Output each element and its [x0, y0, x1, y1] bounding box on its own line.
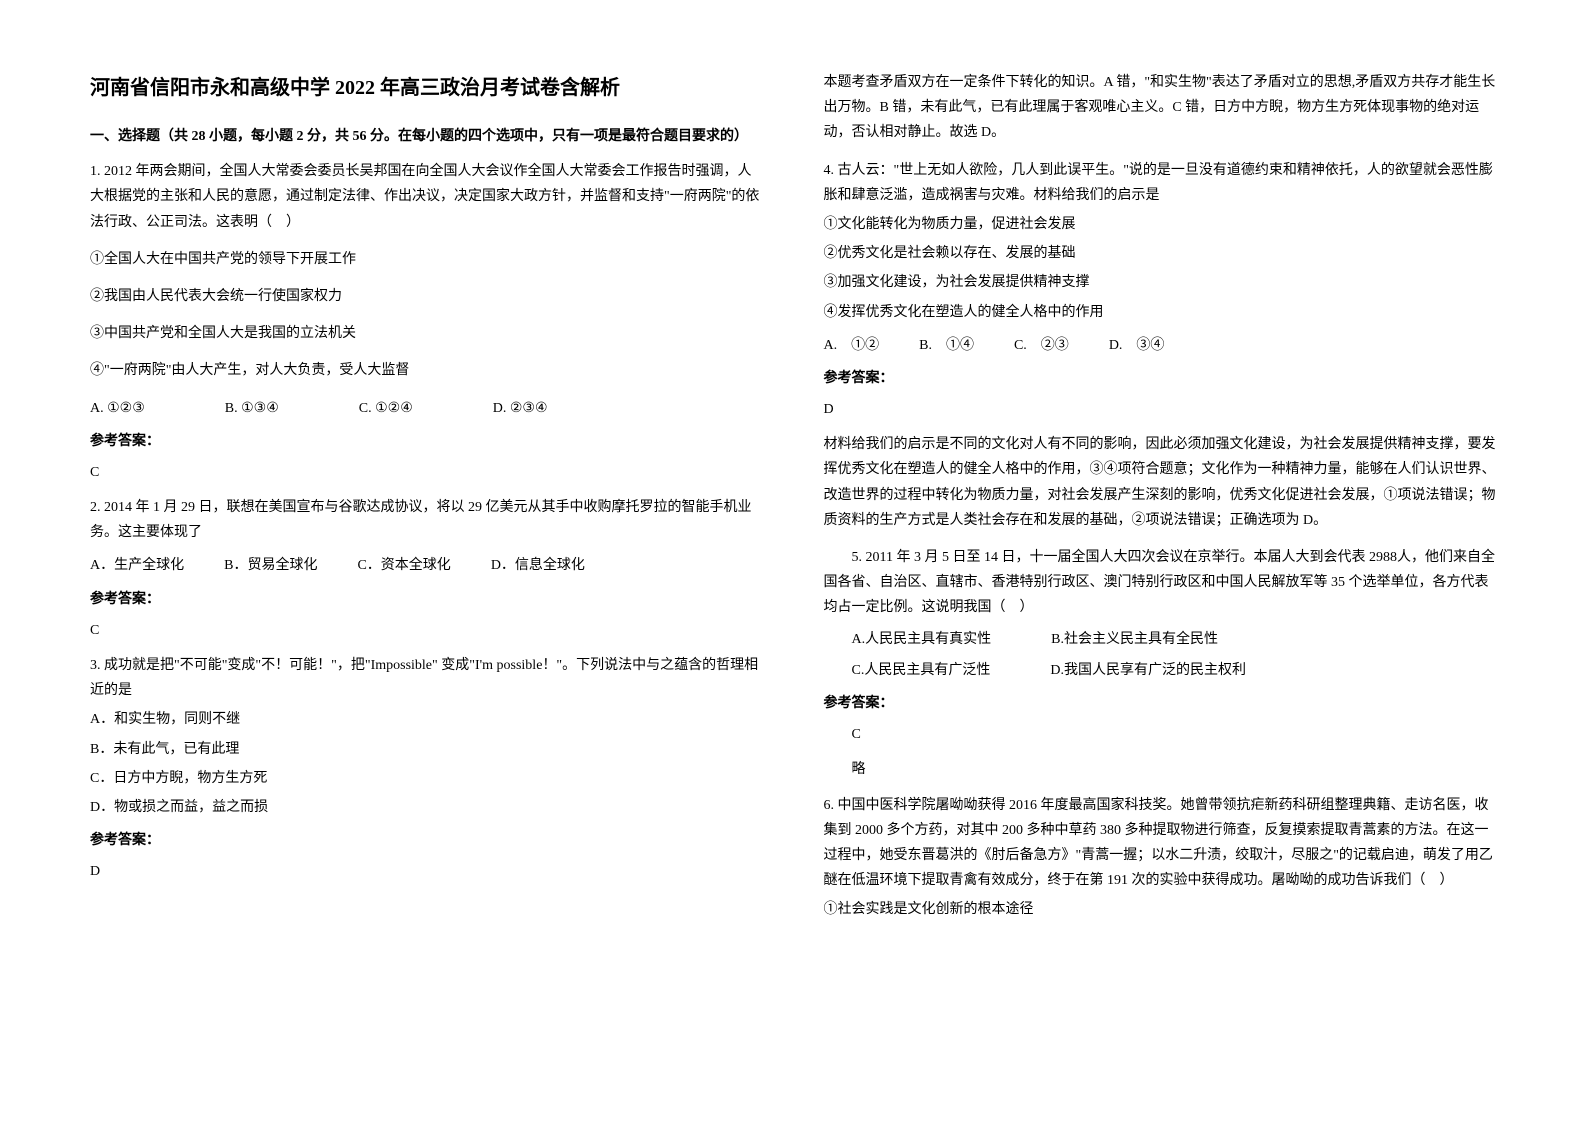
q2-optD: D．信息全球化	[491, 553, 585, 578]
q4-text: 4. 古人云："世上无如人欲险，几人到此误平生。"说的是一旦没有道德约束和精神依…	[824, 158, 1498, 208]
q1-optB: B. ①③④	[225, 396, 279, 421]
q2-optA: A．生产全球化	[90, 553, 184, 578]
q4-explanation: 材料给我们的启示是不同的文化对人有不同的影响，因此必须加强文化建设，为社会发展提…	[824, 432, 1498, 533]
q6-item1: ①社会实践是文化创新的根本途径	[824, 897, 1498, 922]
q2-text: 2. 2014 年 1 月 29 日，联想在美国宣布与谷歌达成协议，将以 29 …	[90, 495, 764, 545]
left-column: 河南省信阳市永和高级中学 2022 年高三政治月考试卷含解析 一、选择题（共 2…	[90, 70, 764, 1052]
q1-optD: D. ②③④	[493, 396, 548, 421]
q4-item2: ②优秀文化是社会赖以存在、发展的基础	[824, 241, 1498, 266]
q4-optA: A. ①②	[824, 333, 880, 358]
right-column: 本题考查矛盾双方在一定条件下转化的知识。A 错，"和实生物"表达了矛盾对立的思想…	[824, 70, 1498, 1052]
q2-optC: C．资本全球化	[357, 553, 450, 578]
q3-answer: D	[90, 859, 764, 884]
q5-answer: C	[824, 722, 1498, 747]
q1-optA: A. ①②③	[90, 396, 145, 421]
q4-optB: B. ①④	[919, 333, 974, 358]
q4-optD: D. ③④	[1109, 333, 1165, 358]
q1-answer-label: 参考答案：	[90, 429, 764, 454]
q6-text: 6. 中国中医科学院屠呦呦获得 2016 年度最高国家科技奖。她曾带领抗疟新药科…	[824, 793, 1498, 894]
q1-item3: ③中国共产党和全国人大是我国的立法机关	[90, 321, 764, 346]
q1-text: 1. 2012 年两会期间，全国人大常委会委员长吴邦国在向全国人大会议作全国人大…	[90, 159, 764, 235]
q4-item1: ①文化能转化为物质力量，促进社会发展	[824, 212, 1498, 237]
q2-optB: B．贸易全球化	[224, 553, 317, 578]
q2-answer: C	[90, 618, 764, 643]
page-title: 河南省信阳市永和高级中学 2022 年高三政治月考试卷含解析	[90, 70, 764, 106]
section-header: 一、选择题（共 28 小题，每小题 2 分，共 56 分。在每小题的四个选项中，…	[90, 124, 764, 149]
q5-optB: B.社会主义民主具有全民性	[1051, 627, 1218, 652]
q4-optC: C. ②③	[1014, 333, 1069, 358]
q3-text: 3. 成功就是把"不可能"变成"不！可能！"，把"Impossible" 变成"…	[90, 653, 764, 703]
q5-answer-label: 参考答案：	[824, 691, 1498, 716]
q1-optC: C. ①②④	[359, 396, 413, 421]
q5-text: 5. 2011 年 3 月 5 日至 14 日，十一届全国人大四次会议在京举行。…	[824, 545, 1498, 621]
q1-item2: ②我国由人民代表大会统一行使国家权力	[90, 284, 764, 309]
q5-note: 略	[824, 757, 1498, 782]
q1-answer: C	[90, 460, 764, 485]
q4-item4: ④发挥优秀文化在塑造人的健全人格中的作用	[824, 300, 1498, 325]
q5-optD: D.我国人民享有广泛的民主权利	[1050, 658, 1246, 683]
q4-answer-label: 参考答案：	[824, 366, 1498, 391]
q3-optA: A．和实生物，同则不继	[90, 707, 764, 732]
q3-optC: C．日方中方睨，物方生方死	[90, 766, 764, 791]
q1-item4: ④"一府两院"由人大产生，对人大负责，受人大监督	[90, 358, 764, 383]
q5-optC: C.人民民主具有广泛性	[852, 658, 991, 683]
q2-answer-label: 参考答案：	[90, 587, 764, 612]
q4-item3: ③加强文化建设，为社会发展提供精神支撑	[824, 270, 1498, 295]
q3-optB: B．未有此气，已有此理	[90, 737, 764, 762]
q1-item1: ①全国人大在中国共产党的领导下开展工作	[90, 247, 764, 272]
q3-optD: D．物或损之而益，益之而损	[90, 795, 764, 820]
q3-answer-label: 参考答案：	[90, 828, 764, 853]
q4-answer: D	[824, 397, 1498, 422]
q5-optA: A.人民民主具有真实性	[852, 627, 992, 652]
q3-explanation: 本题考查矛盾双方在一定条件下转化的知识。A 错，"和实生物"表达了矛盾对立的思想…	[824, 70, 1498, 146]
